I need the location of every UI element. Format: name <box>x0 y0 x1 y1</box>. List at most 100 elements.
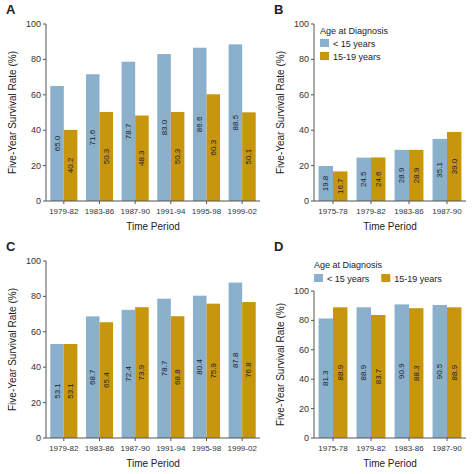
bar <box>50 344 64 438</box>
x-tick-label: 1983-86 <box>394 207 424 216</box>
legend-title: Age at Diagnosis <box>320 26 389 36</box>
legend: Age at Diagnosis< 15 years15-19 years <box>320 26 389 62</box>
bar <box>447 307 461 438</box>
x-tick-label: 1979-82 <box>356 444 386 453</box>
panel-title: D <box>274 239 283 254</box>
y-tick-label: 100 <box>294 19 309 29</box>
data-label: 78.7 <box>124 123 133 139</box>
x-tick <box>333 438 334 441</box>
bar <box>100 112 114 201</box>
y-axis-label: Five-Year Survival Rate (%) <box>7 51 18 174</box>
x-tick <box>170 438 171 441</box>
bar <box>333 307 347 438</box>
x-tick-label: 1991-94 <box>156 444 186 453</box>
data-label: 73.9 <box>137 364 146 380</box>
y-tick-label: 0 <box>36 196 41 206</box>
x-tick <box>447 201 448 204</box>
x-tick-label: 1975-78 <box>318 207 348 216</box>
y-tick-label: 80 <box>31 54 41 64</box>
x-tick <box>242 201 243 204</box>
y-axis-label: Five-Year Survival Rate (%) <box>7 288 18 411</box>
bar <box>207 94 221 201</box>
data-label: 83.7 <box>374 368 383 384</box>
y-tick-label: 80 <box>299 54 309 64</box>
y-tick-label: 40 <box>31 362 41 372</box>
y-tick-label: 20 <box>299 161 309 171</box>
y-axis-label: Five-Year Survival Rate (%) <box>275 303 286 426</box>
y-axis <box>46 24 47 201</box>
x-axis <box>46 201 260 202</box>
legend-swatch <box>320 52 329 60</box>
x-tick-label: 1983-86 <box>85 444 115 453</box>
x-tick <box>63 201 64 204</box>
bar <box>86 316 100 438</box>
x-tick-label: 1979-82 <box>356 207 386 216</box>
x-tick <box>242 438 243 441</box>
data-label: 60.3 <box>209 139 218 155</box>
bar <box>100 322 114 438</box>
y-tick-label: 100 <box>294 286 309 296</box>
bar <box>50 86 64 201</box>
bar <box>357 158 371 201</box>
bar <box>395 304 409 438</box>
bar <box>357 307 371 438</box>
y-axis <box>314 291 315 438</box>
bar <box>207 304 221 438</box>
legend-swatch <box>320 39 329 47</box>
y-axis-label: Five-Year Survival Rate (%) <box>275 51 286 174</box>
bar <box>371 315 385 438</box>
data-label: 76.8 <box>244 362 253 378</box>
bar <box>122 310 136 438</box>
data-label: 86.6 <box>195 116 204 132</box>
bar <box>135 116 149 201</box>
bars <box>50 283 255 438</box>
data-label: 88.9 <box>450 364 459 380</box>
y-tick-label: 20 <box>31 398 41 408</box>
y-tick-label: 80 <box>31 291 41 301</box>
data-label: 65.4 <box>102 372 111 388</box>
x-tick-label: 1987-90 <box>120 207 150 216</box>
data-label: 71.6 <box>88 129 97 145</box>
x-tick-label: 1999-02 <box>227 444 257 453</box>
x-tick-label: 1975-78 <box>318 444 348 453</box>
data-label: 83.0 <box>160 119 169 135</box>
bar <box>409 150 423 201</box>
data-label: 50.3 <box>102 148 111 164</box>
data-label: 78.7 <box>160 360 169 376</box>
data-label: 80.4 <box>195 359 204 375</box>
data-label: 88.3 <box>412 365 421 381</box>
x-axis-label: Time Period <box>363 458 417 469</box>
x-axis <box>314 201 466 202</box>
panel-title: A <box>6 2 16 17</box>
legend-swatch <box>381 274 390 282</box>
bar <box>409 308 423 438</box>
y-tick-label: 40 <box>31 125 41 135</box>
bar <box>242 112 256 201</box>
data-label: 50.1 <box>244 148 253 164</box>
x-tick-label: 1995-98 <box>192 444 222 453</box>
x-tick <box>447 438 448 441</box>
bar <box>135 307 149 438</box>
bar <box>433 305 447 438</box>
y-tick-label: 80 <box>299 315 309 325</box>
bar <box>333 171 347 201</box>
bars <box>319 132 462 201</box>
bar <box>193 48 207 201</box>
y-axis <box>314 24 315 201</box>
data-label: 40.2 <box>66 157 75 173</box>
data-label: 87.8 <box>231 352 240 368</box>
x-tick-label: 1979-82 <box>49 444 79 453</box>
bar <box>122 62 136 201</box>
data-label: 53.1 <box>66 383 75 399</box>
legend-label: 15-19 years <box>394 274 442 284</box>
x-tick <box>371 438 372 441</box>
legend-label: < 15 years <box>333 39 376 49</box>
bar <box>395 150 409 201</box>
bar <box>433 139 447 201</box>
data-label: 50.3 <box>173 148 182 164</box>
y-tick-label: 100 <box>26 19 41 29</box>
data-labels: 19.824.528.935.116.724.628.939.0 <box>321 158 458 194</box>
data-label: 68.7 <box>88 369 97 385</box>
data-labels: 53.168.772.478.780.487.853.165.473.968.8… <box>53 352 254 399</box>
legend-title: Age at Diagnosis <box>314 260 383 270</box>
